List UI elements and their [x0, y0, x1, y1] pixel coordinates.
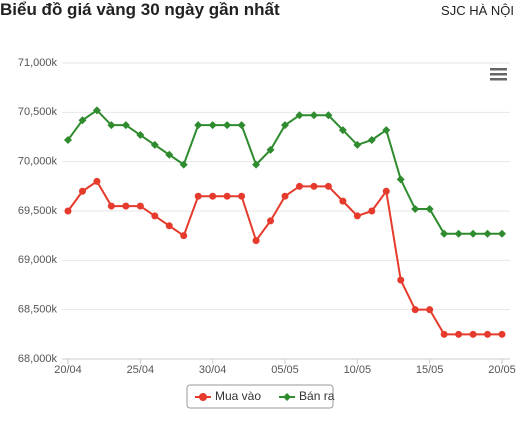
point [469, 229, 478, 238]
y-tick-label: 68,500k [18, 304, 58, 316]
point [484, 330, 492, 338]
point [339, 197, 347, 205]
point [324, 111, 333, 120]
point [223, 192, 231, 200]
point [295, 182, 303, 190]
point [121, 121, 130, 130]
x-tick-label: 20/04 [54, 364, 82, 376]
point [223, 121, 232, 130]
point [78, 187, 86, 195]
point [266, 145, 275, 154]
point [295, 111, 304, 120]
y-tick-label: 70,500k [18, 106, 58, 118]
point [151, 212, 159, 220]
point [180, 232, 188, 240]
point [150, 140, 159, 149]
point [382, 126, 391, 135]
point [165, 222, 173, 230]
y-tick-label: 69,500k [18, 205, 58, 217]
legend-marker [283, 393, 292, 401]
menu-bar [490, 68, 507, 71]
y-tick-label: 68,000k [18, 353, 58, 365]
menu-bar [490, 73, 507, 76]
point [498, 330, 506, 338]
point [469, 330, 477, 338]
point [367, 135, 376, 144]
point [237, 121, 246, 130]
point [309, 111, 318, 120]
point [426, 306, 434, 314]
point [425, 205, 434, 214]
legend-item[interactable]: Mua vào [195, 389, 261, 403]
point [122, 202, 130, 210]
point [64, 135, 72, 144]
point [397, 276, 405, 284]
point [353, 212, 361, 220]
point [252, 160, 261, 169]
point [483, 229, 492, 238]
point [281, 121, 289, 130]
point [454, 229, 463, 238]
legend-item[interactable]: Bán ra [279, 389, 335, 403]
menu-bar [490, 78, 507, 81]
x-tick-label: 15/05 [416, 364, 444, 376]
y-tick-label: 70,000k [18, 156, 58, 168]
legend-marker [199, 393, 207, 401]
point [338, 126, 347, 135]
point [455, 330, 463, 338]
legend-box [186, 384, 334, 409]
menu-button[interactable] [490, 68, 507, 81]
point [238, 192, 246, 200]
point [136, 131, 145, 140]
point [107, 121, 116, 130]
point [194, 121, 203, 130]
point [209, 192, 217, 200]
point [440, 330, 448, 338]
point [64, 207, 72, 215]
point [281, 192, 289, 200]
title: Biểu đồ giá vàng 30 ngày gần nhất [0, 0, 280, 19]
legend: Mua vào Bán ra [186, 384, 335, 409]
point [310, 182, 318, 190]
point [208, 121, 217, 130]
x-tick-label: 25/04 [127, 364, 155, 376]
point [353, 140, 362, 149]
point [93, 177, 101, 185]
source: SJC HÀ NỘI [441, 3, 514, 18]
point [267, 217, 275, 225]
series-line [67, 179, 502, 336]
point [78, 116, 87, 125]
point [165, 150, 174, 159]
point [136, 202, 144, 210]
point [368, 207, 376, 215]
point [194, 192, 202, 200]
point [92, 106, 101, 115]
point [396, 175, 405, 184]
point [179, 160, 188, 169]
point [382, 187, 390, 195]
x-tick-label: 05/05 [271, 364, 299, 376]
point [324, 182, 332, 190]
y-tick-label: 71,000k [18, 57, 58, 69]
point [498, 229, 506, 238]
point [440, 229, 449, 238]
point [107, 202, 115, 210]
x-tick-label: 20/05 [488, 364, 516, 376]
legend-label: Mua vào [215, 389, 261, 403]
point [411, 205, 420, 214]
point [411, 306, 419, 314]
x-tick-label: 10/05 [344, 364, 372, 376]
legend-label: Bán ra [299, 389, 335, 403]
point [252, 237, 260, 245]
y-tick-label: 69,000k [18, 254, 58, 266]
x-tick-label: 30/04 [199, 364, 227, 376]
